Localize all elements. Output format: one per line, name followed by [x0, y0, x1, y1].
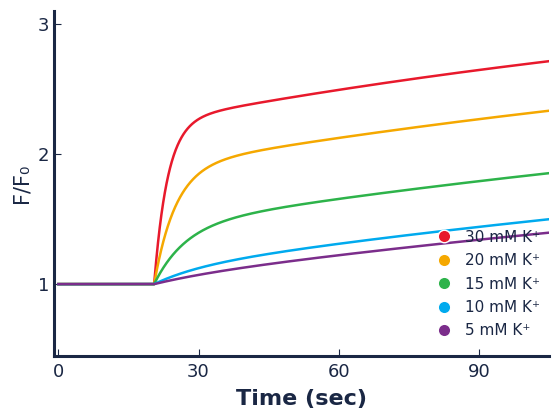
- Y-axis label: F/F₀: F/F₀: [11, 164, 31, 203]
- X-axis label: Time (sec): Time (sec): [236, 389, 367, 409]
- Legend: 30 mM K⁺, 20 mM K⁺, 15 mM K⁺, 10 mM K⁺, 5 mM K⁺: 30 mM K⁺, 20 mM K⁺, 15 mM K⁺, 10 mM K⁺, …: [422, 224, 546, 344]
